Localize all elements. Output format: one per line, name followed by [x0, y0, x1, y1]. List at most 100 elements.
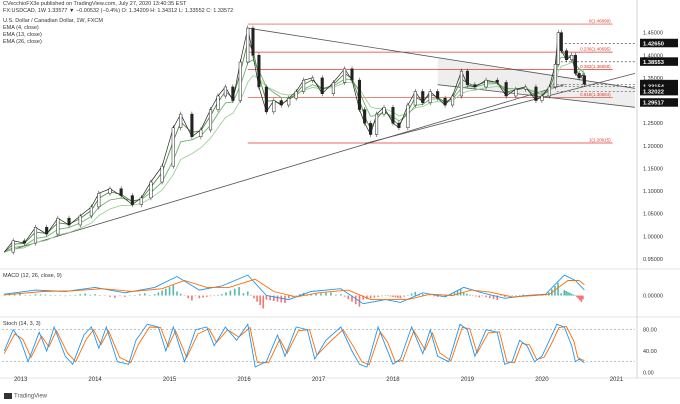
- price-tick-8: 1.35000: [643, 76, 663, 82]
- macd-hist-bar: [403, 295, 405, 297]
- author-line: CVecchioFX3e published on TradingView.co…: [3, 1, 187, 7]
- macd-hist-bar: [64, 295, 67, 297]
- candle-body: [331, 82, 335, 94]
- macd-hist-bar: [79, 294, 81, 296]
- candle-body: [582, 75, 586, 85]
- macd-hist-bar: [362, 295, 364, 300]
- macd-hist-bar: [205, 295, 208, 297]
- macd-hist-bar: [330, 292, 332, 296]
- macd-hist-bar: [217, 294, 219, 296]
- price-tick-3: 1.10000: [643, 189, 663, 195]
- macd-hist-bar: [496, 295, 499, 300]
- macd-hist-bar: [389, 295, 392, 297]
- macd-hist-bar: [165, 288, 167, 296]
- candle-body: [556, 32, 560, 65]
- stoch-k-line: [3, 323, 585, 368]
- macd-hist-bar: [577, 295, 580, 299]
- macd-hist-bar: [13, 293, 16, 296]
- x-tick-6: 2019: [461, 377, 475, 383]
- macd-hist-bar: [580, 295, 583, 302]
- fib-label-4: 1(1.20615): [589, 138, 611, 143]
- price-tick-10: 1.45000: [643, 31, 663, 37]
- macd-hist-bar: [456, 290, 459, 296]
- price-label-box-6: [640, 86, 678, 96]
- macd-hist-bar: [246, 291, 249, 296]
- candle-body: [459, 70, 464, 97]
- x-tick-5: 2018: [386, 377, 400, 383]
- candle-body: [421, 91, 425, 104]
- macd-hist-bar: [39, 294, 42, 296]
- price-tick-2: 1.05000: [643, 212, 663, 218]
- x-tick-4: 2017: [312, 377, 326, 383]
- candle-body: [375, 113, 379, 135]
- macd-hist-bar: [168, 286, 171, 296]
- stoch-tick-4: 80.00: [643, 328, 657, 334]
- x-tick-2: 2015: [163, 377, 177, 383]
- macd-hist-bar: [265, 295, 268, 300]
- macd-hist-bar: [242, 293, 245, 296]
- macd-hist-bar: [325, 292, 327, 296]
- candle-body: [495, 79, 499, 83]
- candle-body: [514, 88, 518, 97]
- macd-hist-bar: [387, 295, 389, 297]
- candle-body: [343, 68, 347, 83]
- candle-body: [357, 79, 362, 110]
- macd-hist-bar: [202, 295, 204, 298]
- candle-body: [33, 227, 38, 244]
- candle-body: [78, 215, 82, 226]
- instrument-title: U.S. Dollar / Canadian Dollar, 1W, FXCM: [3, 18, 103, 24]
- macd-hist-bar: [462, 292, 465, 296]
- macd-hist-bar: [340, 294, 342, 296]
- stoch-title: Stoch (14, 3, 3): [3, 321, 41, 327]
- macd-hist-bar: [354, 295, 357, 305]
- price-label-7: 1.29517: [643, 101, 664, 107]
- price-label-box-0: [640, 38, 678, 48]
- macd-hist-bar: [19, 292, 21, 296]
- candle-body: [160, 165, 164, 183]
- price-pane: 0(1.46899) 0.236(1.40695) 0.382(1.36858) 0.…: [3, 19, 636, 255]
- macd-hist-bar: [157, 292, 160, 296]
- candle-body: [350, 68, 354, 81]
- macd-hist-bar: [492, 295, 495, 299]
- macd-hist-bar: [369, 295, 372, 299]
- fib-label-1: 0.236(1.40695): [580, 47, 611, 52]
- candle-body: [238, 61, 242, 101]
- macd-hist-bar: [384, 295, 387, 297]
- macd-hist-bar: [49, 294, 52, 296]
- macd-hist-bar: [394, 295, 397, 298]
- price-tick-9: 1.40000: [643, 53, 663, 59]
- macd-hist-bar: [99, 295, 101, 296]
- candle-body: [413, 91, 417, 106]
- macd-hist-bar: [273, 295, 275, 301]
- macd-hist-bar: [453, 292, 456, 296]
- macd-hist-bar: [262, 295, 265, 309]
- macd-hist-bar: [172, 285, 175, 296]
- macd-hist-bar: [179, 293, 182, 296]
- trendline-0: [4, 84, 565, 253]
- candle-body: [363, 109, 367, 124]
- candle-body: [190, 113, 194, 137]
- macd-hist-bar: [557, 282, 559, 296]
- quote-line: FX:USDCAD, 1W 1.33577 ▼ −0.00532 (−0.4%)…: [3, 8, 234, 14]
- macd-hist-bar: [238, 286, 240, 296]
- stoch-tick-2: 40.00: [643, 349, 657, 355]
- macd-hist-bar: [220, 294, 223, 296]
- macd-hist-bar: [276, 295, 279, 302]
- macd-hist-bar: [280, 295, 283, 303]
- macd-hist-bar: [500, 295, 502, 297]
- macd-hist-bar: [541, 295, 544, 297]
- candle-body: [577, 73, 581, 79]
- candle-body: [171, 127, 175, 167]
- macd-hist-bar: [572, 294, 575, 296]
- macd-hist-bar: [381, 295, 383, 297]
- candle-body: [570, 55, 574, 61]
- macd-hist-bar: [544, 295, 547, 297]
- macd-hist-bar: [582, 295, 584, 300]
- candle-body: [504, 82, 508, 97]
- candle-body: [465, 70, 469, 85]
- price-label-1: 1.38553: [643, 60, 665, 66]
- macd-hist-bar: [138, 294, 141, 296]
- fib-label-2: 0.382(1.36858): [580, 64, 611, 69]
- macd-hist-bar: [310, 294, 312, 296]
